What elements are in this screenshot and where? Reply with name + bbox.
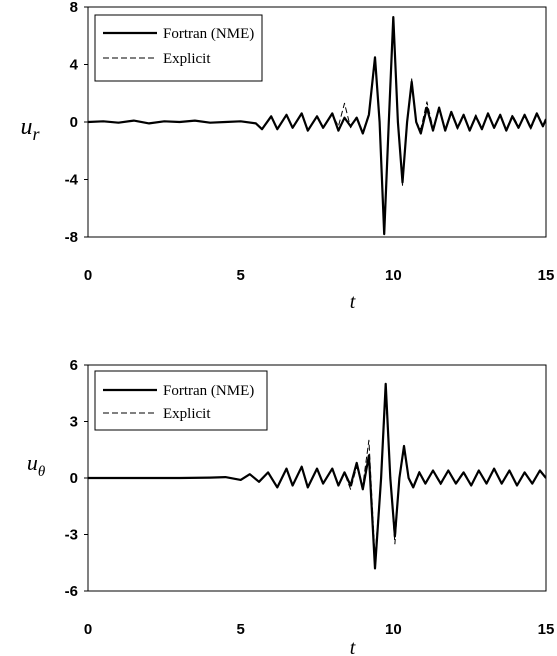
y-tick-label: -8 (65, 229, 78, 246)
y-tick-label: 3 (70, 414, 78, 431)
chart-panel-2: -6 -3 0 3 6 0 5 10 15 t uθ Fortran (NME) Explicit (27, 357, 555, 656)
y-tick-label: 8 (70, 0, 78, 16)
legend-box (94, 370, 268, 431)
y-tick-label: 0 (70, 114, 78, 131)
y-tick-label: 0 (70, 470, 78, 487)
legend-label: Explicit (163, 51, 211, 67)
y-tick-label: -3 (65, 527, 78, 544)
series-line-explicit (88, 394, 546, 558)
legend-label: Fortran (NME) (163, 26, 254, 42)
y-axis-label-subscript: θ (38, 464, 46, 480)
chart-panel-1: -8 -4 0 4 8 0 5 10 15 t ur Fortran (NME) Explicit (20, 0, 554, 313)
y-axis-label: uθ (27, 450, 46, 480)
x-tick-label: 5 (236, 267, 244, 284)
x-tick-label: 0 (84, 621, 92, 638)
legend-label: Explicit (163, 406, 211, 422)
x-tick-label: 15 (538, 267, 555, 284)
y-axis-label-main: u (27, 450, 38, 475)
x-tick-label: 10 (385, 267, 402, 284)
y-tick-label: 4 (70, 57, 79, 74)
x-axis-label: t (350, 637, 356, 656)
y-tick-label: -6 (65, 583, 78, 600)
legend: Fortran (NME) Explicit (94, 14, 263, 82)
x-tick-label: 10 (385, 621, 402, 638)
x-tick-label: 5 (236, 621, 244, 638)
y-tick-label: -4 (65, 172, 79, 189)
y-axis-label-subscript: r (32, 124, 40, 144)
y-tick-label: 6 (70, 357, 78, 374)
y-axis-label: ur (20, 114, 40, 144)
legend-box (94, 14, 263, 82)
series-line-explicit (88, 22, 546, 226)
x-tick-label: 15 (538, 621, 555, 638)
x-tick-label: 0 (84, 267, 92, 284)
legend: Fortran (NME) Explicit (94, 370, 268, 431)
x-axis-label: t (350, 291, 356, 313)
y-axis-label-main: u (20, 114, 32, 140)
legend-label: Fortran (NME) (163, 383, 254, 399)
